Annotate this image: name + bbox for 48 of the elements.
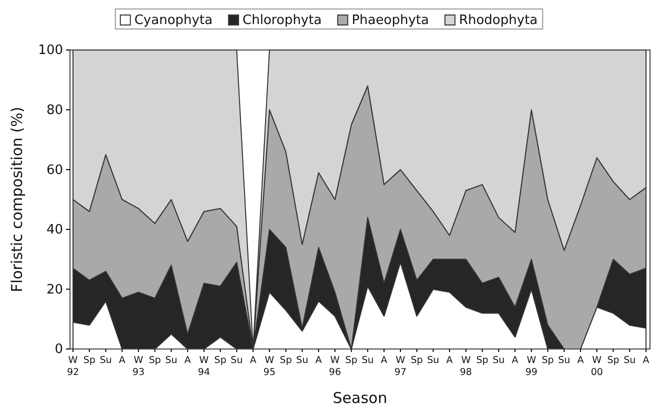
y-tick-label: 60 — [46, 162, 63, 178]
x-tick-label: Sp — [280, 355, 292, 366]
x-tick-label: A — [577, 355, 584, 366]
y-axis-title: Floristic composition (%) — [8, 106, 26, 292]
x-tick-label: W 00 — [590, 355, 603, 378]
x-tick-label: A — [315, 355, 322, 366]
x-tick-label: A — [250, 355, 257, 366]
x-tick-label: A — [446, 355, 454, 366]
x-tick-label: Sp — [345, 355, 358, 366]
legend-label: Chlorophyta — [242, 13, 322, 28]
x-tick-label: Su — [427, 355, 440, 366]
x-tick-label: A — [118, 355, 126, 366]
legend-label: Cyanophyta — [134, 13, 213, 28]
x-tick-label: Su — [230, 355, 243, 366]
x-tick-label: Sp — [476, 355, 488, 366]
x-tick-label: W 94 — [198, 355, 210, 378]
y-tick-label: 80 — [46, 102, 63, 118]
x-tick-label: Su — [624, 355, 636, 366]
x-tick-label: Sp — [148, 355, 161, 366]
x-tick-label: Su — [165, 355, 178, 366]
x-tick-label: Su — [296, 355, 308, 366]
x-tick-label: A — [512, 355, 519, 366]
x-tick-label: A — [184, 355, 192, 366]
legend-label: Phaeophyta — [352, 13, 429, 28]
x-tick-label: W 92 — [66, 355, 80, 378]
x-tick-label: W 98 — [460, 355, 472, 378]
x-tick-label: Sp — [607, 355, 620, 366]
x-tick-label: A — [380, 355, 388, 366]
x-tick-label: Sp — [83, 355, 96, 366]
x-tick-label: W 96 — [328, 355, 341, 378]
x-tick-label: A — [642, 355, 650, 366]
x-tick-label: W 95 — [263, 355, 276, 378]
x-axis-title: Season — [332, 389, 388, 407]
x-tick-label: Su — [100, 355, 112, 366]
x-tick-label: Su — [362, 355, 374, 366]
y-tick-label: 0 — [54, 342, 63, 358]
y-tick-label: 20 — [46, 282, 63, 298]
legend-label: Rhodophyta — [458, 13, 538, 28]
y-tick-label: 40 — [46, 222, 63, 238]
y-tick-label: 100 — [38, 43, 63, 58]
x-tick-label: W 93 — [132, 355, 145, 378]
x-tick-label: Sp — [410, 355, 423, 366]
x-tick-label: Su — [558, 355, 570, 366]
x-tick-label: W 97 — [394, 355, 406, 378]
x-tick-label: Sp — [214, 355, 226, 366]
x-tick-label: Sp — [542, 355, 554, 366]
x-tick-label: Su — [492, 355, 505, 366]
x-tick-label: W 99 — [525, 355, 538, 378]
